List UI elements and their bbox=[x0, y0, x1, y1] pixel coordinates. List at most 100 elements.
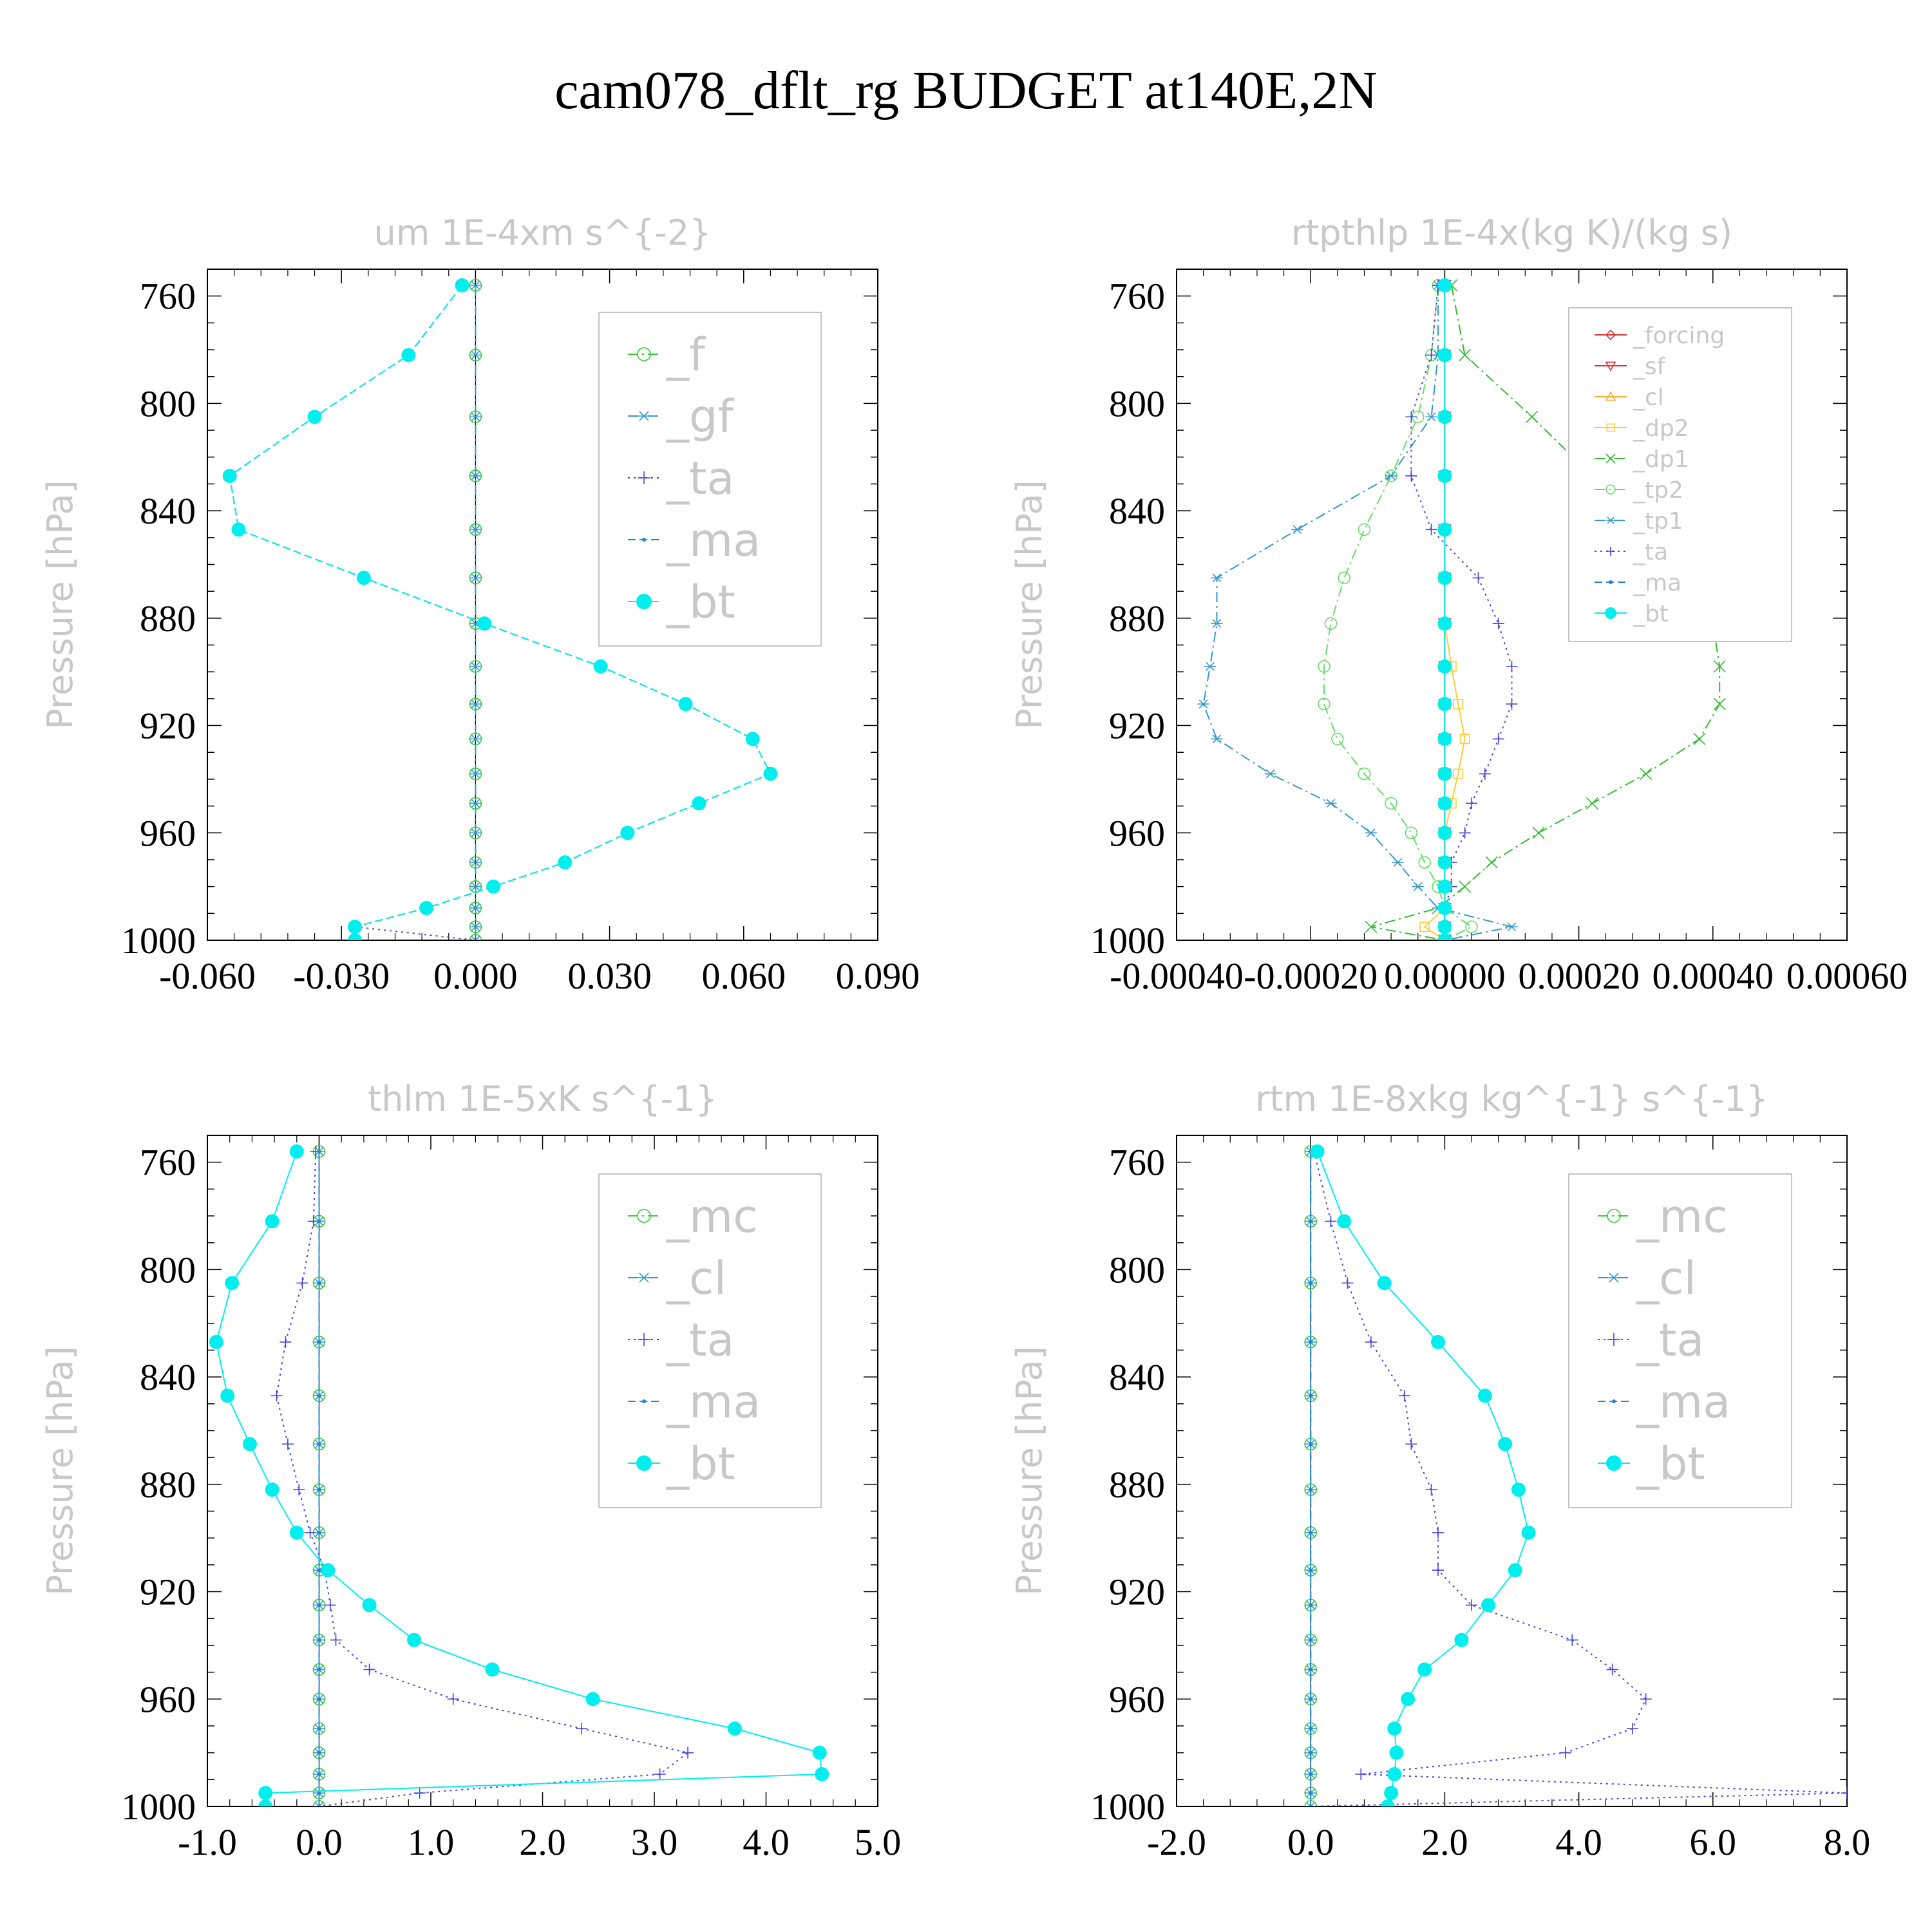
x-tick-label: 0.00000 bbox=[1384, 955, 1506, 997]
data-point bbox=[1459, 734, 1470, 744]
legend-marker bbox=[1609, 580, 1613, 584]
data-point bbox=[419, 900, 434, 915]
y-tick-label: 800 bbox=[140, 1249, 196, 1291]
x-tick-label: -0.00020 bbox=[1244, 955, 1378, 997]
y-tick-label: 1000 bbox=[121, 1786, 196, 1828]
y-tick-label: 760 bbox=[1109, 1142, 1165, 1184]
y-tick-label: 840 bbox=[140, 490, 196, 532]
legend-label: _ma bbox=[1636, 1376, 1730, 1428]
data-point bbox=[469, 858, 482, 867]
data-point bbox=[1437, 900, 1452, 915]
data-point bbox=[1309, 1772, 1313, 1776]
data-point bbox=[558, 855, 573, 870]
y-tick-label: 920 bbox=[140, 705, 196, 747]
legend-marker bbox=[1612, 1399, 1616, 1403]
legend-marker bbox=[638, 411, 650, 421]
panels: um 1E-4xm s^{-2} Pressure [hPa] 760 800 840 8… bbox=[40, 213, 1908, 1863]
data-point bbox=[1472, 572, 1484, 584]
data-point bbox=[317, 1727, 321, 1731]
x-tick-label: 2.0 bbox=[1421, 1821, 1468, 1863]
data-point bbox=[763, 766, 778, 781]
y-tick-label: 960 bbox=[140, 1678, 196, 1720]
y-tick-label: 880 bbox=[1109, 598, 1165, 639]
legend-item: _ma bbox=[628, 1376, 761, 1428]
legend-marker bbox=[1605, 453, 1616, 464]
y-tick-label: 760 bbox=[140, 276, 196, 317]
data-point bbox=[1437, 933, 1452, 940]
legend-item: _dp1 bbox=[1595, 446, 1689, 473]
data-point bbox=[1264, 769, 1276, 779]
y-tick-label: 840 bbox=[140, 1356, 196, 1398]
legend-item: _cl bbox=[1595, 384, 1664, 411]
data-point bbox=[1511, 1482, 1526, 1497]
data-point bbox=[324, 1599, 336, 1611]
data-point bbox=[654, 1768, 666, 1780]
data-point bbox=[1309, 1697, 1313, 1701]
data-point bbox=[1318, 660, 1331, 673]
data-point bbox=[293, 1484, 305, 1496]
plot-frame bbox=[1176, 269, 1848, 941]
y-tick-label: 760 bbox=[140, 1142, 196, 1184]
data-point bbox=[1389, 1745, 1404, 1760]
data-point bbox=[317, 1340, 321, 1344]
data-point bbox=[317, 1488, 321, 1492]
data-point bbox=[321, 1563, 336, 1578]
data-point bbox=[1387, 1721, 1402, 1736]
data-point bbox=[265, 1482, 279, 1497]
legend-item: _mc bbox=[1598, 1190, 1728, 1243]
data-point bbox=[678, 697, 693, 712]
data-point bbox=[469, 882, 482, 891]
data-point bbox=[307, 410, 322, 424]
data-point bbox=[1324, 617, 1338, 630]
legend-marker bbox=[1605, 607, 1616, 619]
data-point bbox=[1309, 1603, 1313, 1607]
data-point bbox=[1559, 1747, 1571, 1759]
data-point bbox=[1392, 858, 1404, 867]
legend-item: _ta bbox=[1595, 539, 1668, 565]
data-point bbox=[317, 1791, 321, 1795]
data-point bbox=[258, 1786, 273, 1801]
data-point bbox=[1459, 880, 1472, 893]
data-point bbox=[1485, 856, 1498, 869]
y-tick-label: 800 bbox=[1109, 1249, 1165, 1291]
data-point bbox=[1325, 799, 1337, 808]
legend-item: _cl bbox=[1598, 1252, 1696, 1305]
x-tick-label: -0.00040 bbox=[1110, 955, 1244, 997]
data-point bbox=[1365, 1336, 1377, 1348]
data-point bbox=[1355, 1768, 1367, 1780]
data-point bbox=[1713, 697, 1726, 710]
data-point bbox=[1309, 1488, 1313, 1492]
data-point bbox=[469, 904, 482, 913]
chart-panel-1: um 1E-4xm s^{-2} Pressure [hPa] 760 800 840 8… bbox=[40, 213, 920, 997]
data-point bbox=[1437, 348, 1452, 363]
legend-item: _sf bbox=[1595, 354, 1666, 380]
data-point bbox=[1417, 1662, 1432, 1677]
data-point bbox=[348, 933, 363, 940]
data-point bbox=[1197, 699, 1209, 709]
series-line bbox=[229, 285, 772, 940]
legend: _mc _cl _ta _ma _bt bbox=[598, 1173, 822, 1508]
panel-title: thlm 1E-5xK s^{-1} bbox=[368, 1079, 717, 1119]
data-point bbox=[692, 796, 706, 811]
data-point bbox=[1466, 797, 1478, 810]
data-point bbox=[1211, 619, 1223, 629]
data-point bbox=[1526, 410, 1539, 423]
series-bt bbox=[1310, 1144, 1536, 1806]
legend-marker bbox=[636, 594, 652, 609]
data-point bbox=[1309, 1667, 1313, 1672]
data-point bbox=[1606, 1663, 1618, 1676]
series-ta bbox=[270, 1146, 694, 1806]
data-point bbox=[1506, 922, 1518, 932]
legend-label: _forcing bbox=[1633, 323, 1725, 349]
legend-marker bbox=[1607, 1333, 1620, 1346]
data-point bbox=[745, 732, 760, 746]
data-point bbox=[1640, 1693, 1652, 1705]
data-point bbox=[1841, 1787, 1847, 1799]
legend-marker bbox=[638, 471, 650, 484]
data-point bbox=[1309, 1219, 1313, 1224]
data-point bbox=[1626, 1723, 1638, 1735]
data-point bbox=[317, 1394, 321, 1398]
legend-label: _tp1 bbox=[1633, 508, 1683, 535]
figure-title: cam078_dflt_rg BUDGET at140E,2N bbox=[554, 61, 1378, 120]
legend-box bbox=[1568, 1173, 1792, 1508]
